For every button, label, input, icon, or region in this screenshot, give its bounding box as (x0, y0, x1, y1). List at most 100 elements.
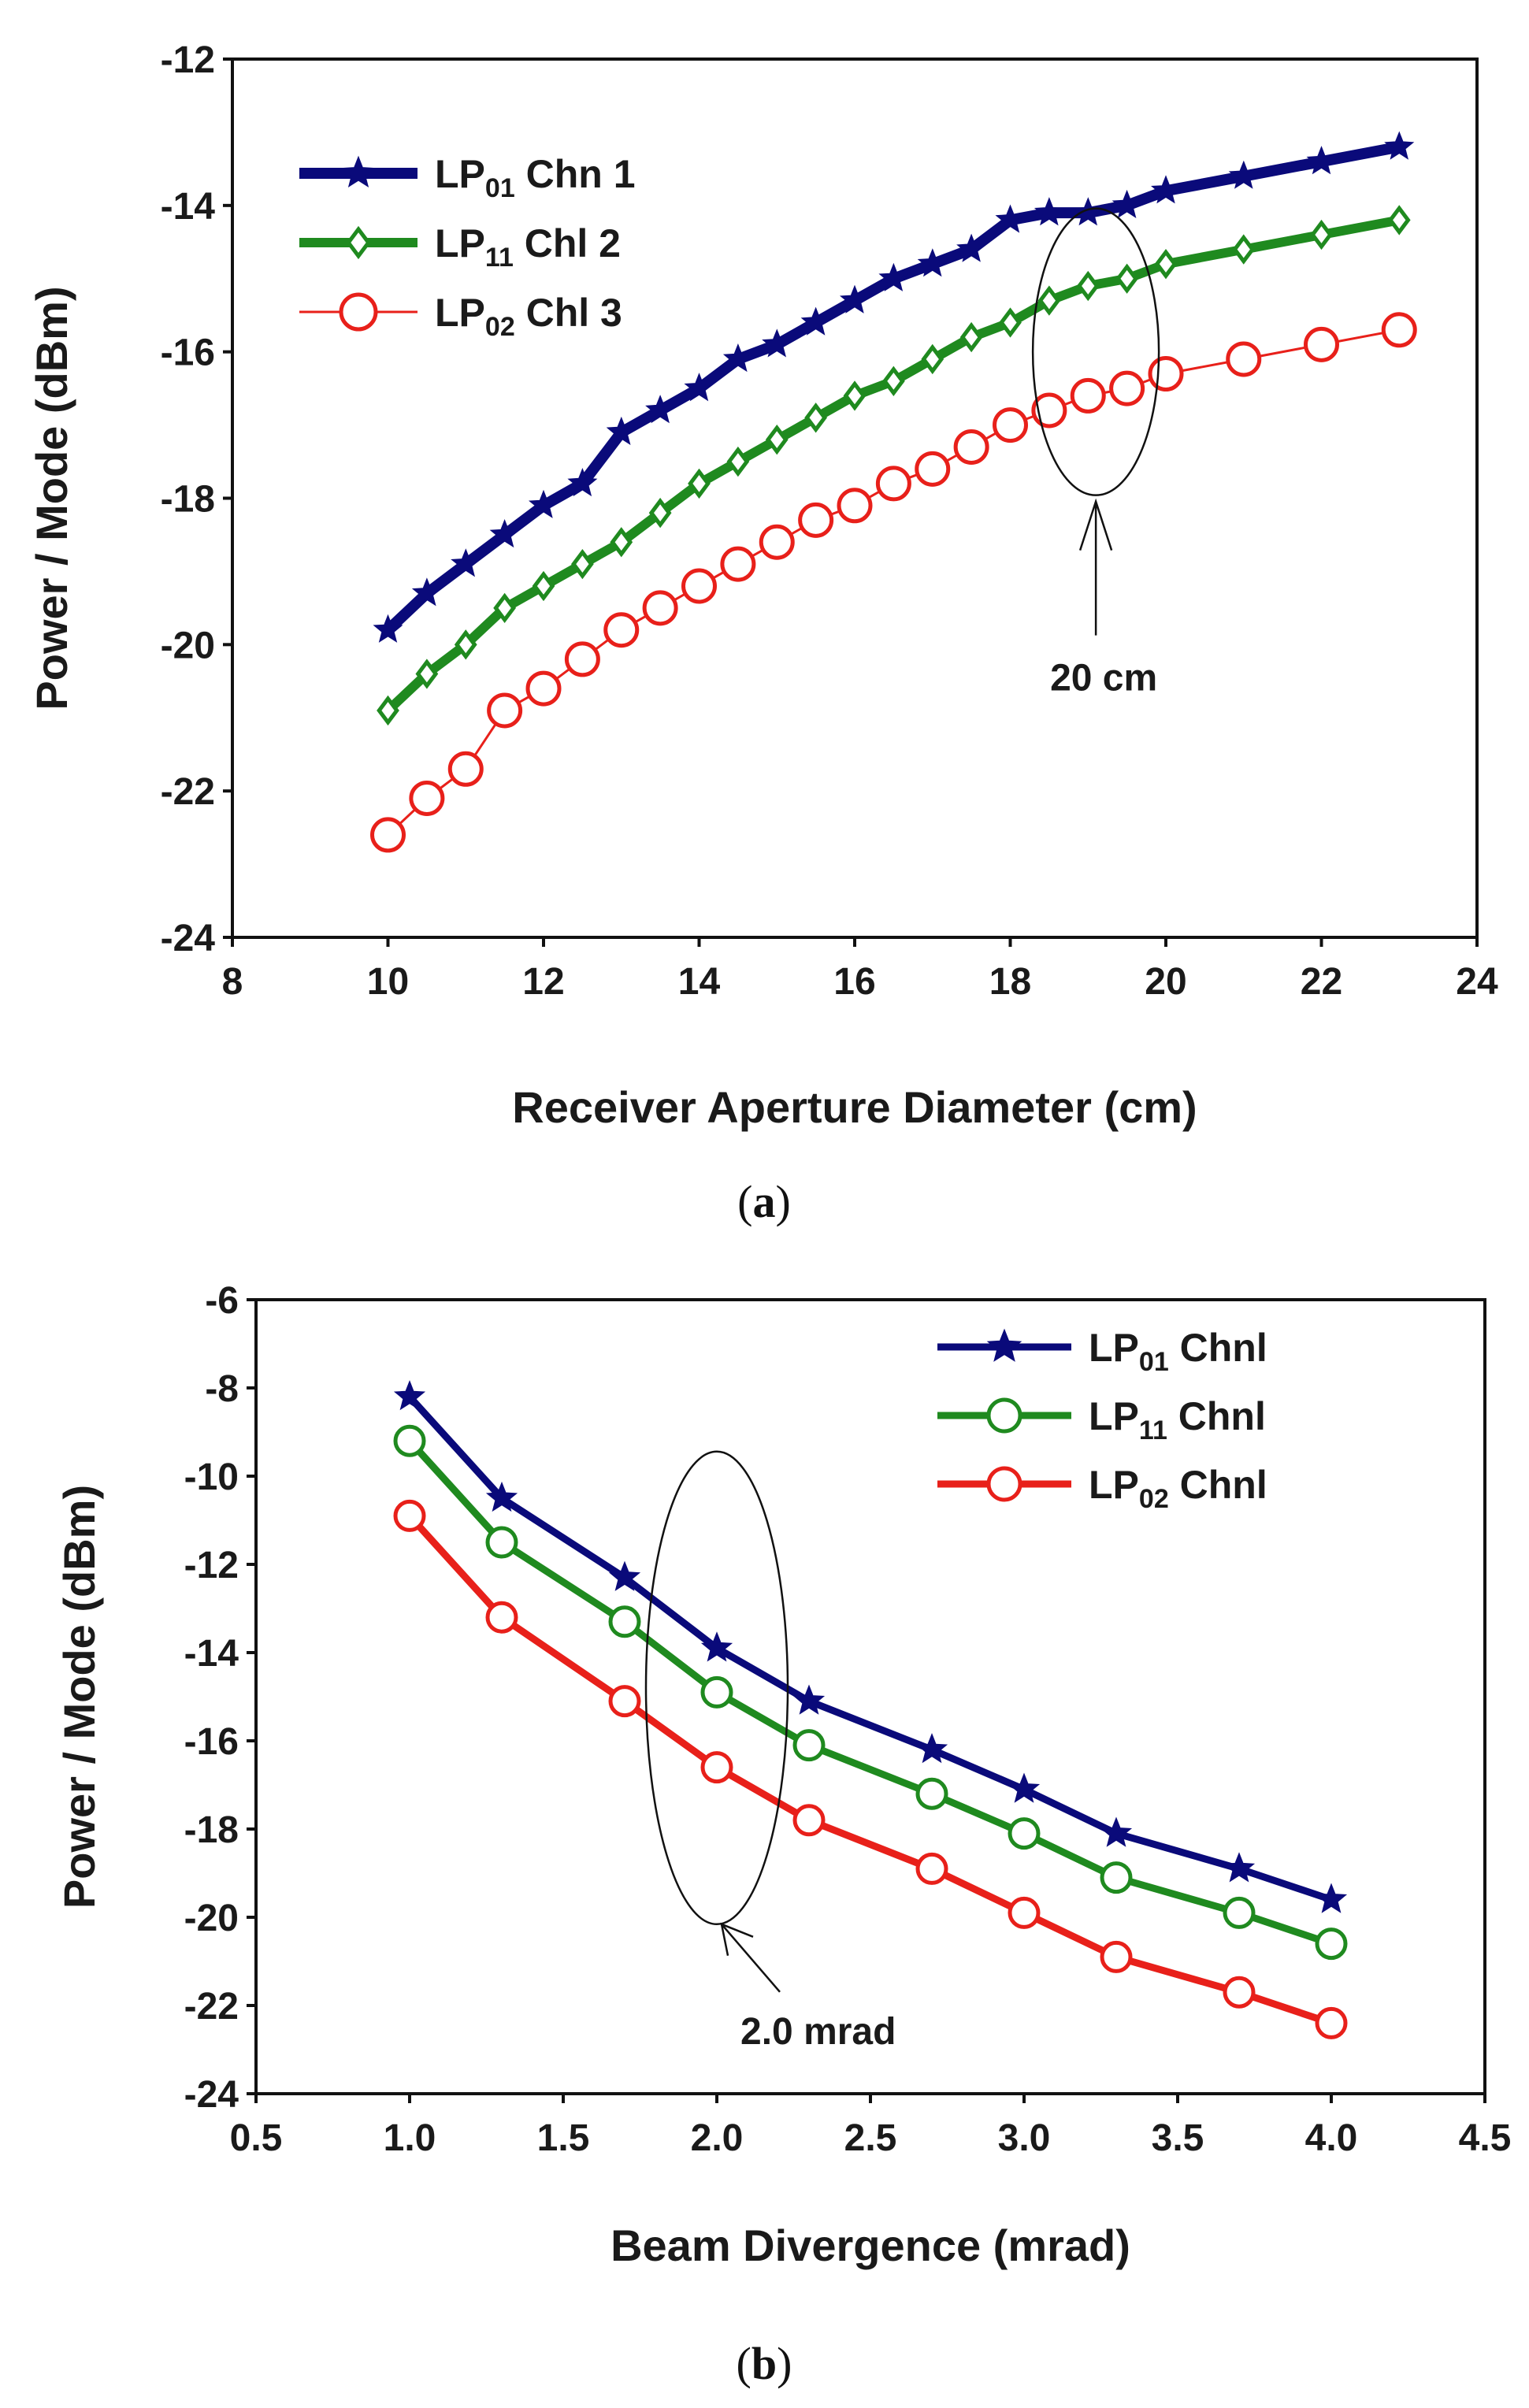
legend-label: LP01 Chnl (1089, 1326, 1267, 1377)
data-point (1384, 131, 1415, 160)
legend-marker (341, 155, 376, 187)
data-point (648, 497, 672, 529)
series-lp01 (373, 131, 1415, 643)
x-tick-label: 2.5 (844, 2117, 897, 2159)
data-point (1315, 2006, 1348, 2039)
caption-open-paren: ( (737, 2338, 752, 2389)
data-point (915, 1733, 948, 1764)
series-line (406, 1513, 1333, 2027)
data-point (882, 365, 905, 397)
data-point (959, 321, 983, 353)
x-tick-label: 8 (222, 961, 243, 1003)
figure-caption: (b) (737, 2338, 792, 2389)
data-point (839, 284, 870, 314)
data-point (1310, 219, 1333, 250)
data-point (921, 343, 944, 375)
legend-label-rest: Chnl (1167, 1394, 1266, 1438)
y-tick-label: -10 (184, 1456, 239, 1498)
data-point (999, 307, 1022, 338)
y-tick-label: -12 (184, 1545, 239, 1586)
data-point (377, 695, 399, 726)
data-point (1223, 1852, 1256, 1883)
data-point (1037, 285, 1061, 316)
legend-label-main: LP (1089, 1394, 1139, 1438)
series-line (406, 1438, 1333, 1947)
legend-label-main: LP (435, 221, 485, 265)
data-point (1100, 1816, 1133, 1847)
annotation-arrow (1078, 498, 1113, 636)
legend-label: LP01 Chn 1 (435, 152, 636, 203)
chart-b: -24 -22 -20 -18 -16 -14 -12 -10 -8 -6 0.5 1.0 1.5 2.0… (54, 1280, 1511, 2389)
data-point (485, 1481, 518, 1512)
data-point (1100, 1861, 1133, 1894)
legend-label-subscript: 01 (1139, 1347, 1169, 1377)
data-point (1073, 197, 1104, 226)
data-point (571, 548, 594, 580)
annotation-ellipse (644, 1450, 789, 1926)
x-tick-label: 3.5 (1152, 2117, 1204, 2159)
data-point (1306, 146, 1337, 175)
data-point (610, 527, 633, 558)
y-tick-label: -12 (161, 39, 215, 81)
x-tick-label: 0.5 (230, 2117, 283, 2159)
legend-label-rest: Chn 1 (515, 152, 636, 196)
x-tick-label: 1.0 (384, 2117, 436, 2159)
data-point (915, 1777, 948, 1810)
data-point (1154, 248, 1178, 280)
data-point (956, 233, 987, 262)
y-axis-title: Power / Mode (dBm) (27, 286, 76, 710)
data-point (993, 407, 1028, 443)
y-tick-label: -14 (184, 1633, 239, 1675)
data-point (393, 1499, 426, 1532)
data-point (837, 488, 873, 524)
x-tick-label: 22 (1301, 961, 1342, 1003)
data-point (1008, 1772, 1041, 1803)
data-point (608, 1560, 641, 1591)
data-point (995, 204, 1026, 233)
series-lp01 (393, 1380, 1348, 1913)
annotation-label: 20 cm (1050, 658, 1157, 699)
legend-label-main: LP (1089, 1326, 1139, 1370)
data-point (1109, 370, 1145, 406)
data-point (393, 1424, 426, 1457)
data-point (1315, 1883, 1348, 1913)
legend-marker (346, 225, 371, 260)
legend-marker (986, 1466, 1022, 1502)
data-point (1148, 356, 1184, 392)
x-tick-label: 20 (1145, 961, 1186, 1003)
legend-label-subscript: 01 (485, 173, 515, 203)
y-tick-label: -24 (184, 2074, 239, 2116)
data-point (1111, 189, 1142, 219)
chart-a: -24 -22 -20 -18 -16 -14 -12 8 10 12 14 16 18 20 22 24 Re… (27, 39, 1498, 1227)
data-point (762, 328, 792, 358)
legend-label-main: LP (435, 291, 485, 335)
data-point (722, 343, 753, 373)
data-point (1381, 312, 1417, 348)
data-point (411, 577, 442, 607)
data-point (393, 1380, 426, 1411)
legend-label: LP11 Chnl (1089, 1394, 1266, 1445)
legend-label-subscript: 02 (1139, 1484, 1169, 1514)
data-point (447, 751, 484, 787)
data-point (1008, 1896, 1041, 1929)
data-point (415, 659, 439, 689)
data-point (564, 641, 600, 677)
data-point (603, 612, 640, 648)
data-point (485, 1601, 518, 1634)
data-point (804, 403, 827, 433)
legend-marker (986, 1328, 1022, 1362)
annotation-label: 2.0 mrad (740, 2011, 896, 2053)
data-point (451, 548, 481, 577)
data-point (525, 670, 562, 707)
data-point (1223, 1976, 1256, 2009)
legend-label: LP02 Chnl (1089, 1463, 1267, 1514)
data-point (1223, 1896, 1256, 1929)
y-tick-label: -16 (184, 1721, 239, 1763)
series-lp11 (393, 1424, 1348, 1961)
data-point (800, 306, 831, 336)
series-line (406, 1394, 1333, 1903)
data-point (1031, 392, 1067, 429)
data-point (1008, 1817, 1041, 1850)
y-axis-title: Power / Mode (dBm) (54, 1485, 104, 1909)
x-tick-label: 3.0 (998, 2117, 1051, 2159)
